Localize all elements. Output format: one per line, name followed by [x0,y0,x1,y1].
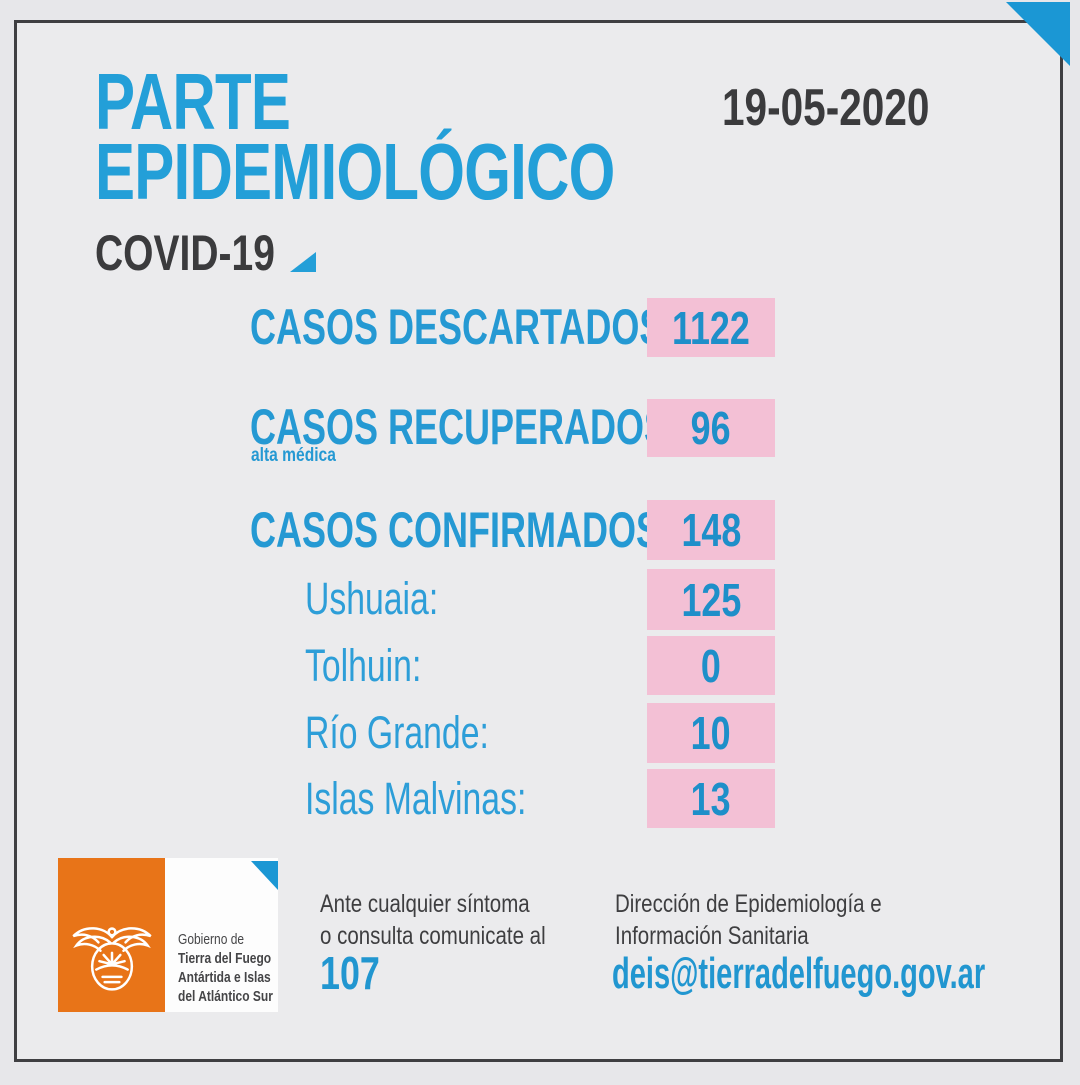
location-value-box-tolhuin: 0 [647,636,775,695]
location-label-rio-grande: Río Grande: [305,707,489,758]
helpline-line2: o consulta comunicate al [320,922,546,950]
stat-value-descartados: 1122 [672,301,750,354]
location-value-tolhuin: 0 [701,639,721,692]
helpline-phone: 107 [320,947,380,999]
stat-label-recuperados: CASOS RECUPERADOS: [250,399,681,455]
department-line1: Dirección de Epidemiología e [615,890,882,918]
logo-line2: Tierra del Fuego [178,950,272,967]
stat-value-box-confirmados: 148 [647,500,775,560]
location-value-ushuaia: 125 [681,573,741,626]
stat-note-alta-medica: alta médica [251,445,336,466]
location-value-box-rio-grande: 10 [647,703,775,763]
location-value-islas-malvinas: 13 [691,772,731,825]
location-label-tolhuin: Tolhuin: [305,640,422,691]
stat-value-box-descartados: 1122 [647,298,775,357]
helpline-line1: Ante cualquier síntoma [320,890,530,918]
covid-subtitle: COVID-19 [95,225,275,281]
government-logo-text: Gobierno de Tierra del Fuego Antártida e… [178,930,297,1006]
stat-label-confirmados: CASOS CONFIRMADOS: [250,502,672,558]
stat-label-descartados: CASOS DESCARTADOS: [250,299,676,355]
helpline-text: Ante cualquier síntoma o consulta comuni… [320,888,595,952]
government-logo [58,858,165,1012]
stat-value-recuperados: 96 [691,402,731,454]
department-email: deis@tierradelfuego.gov.ar [612,949,986,998]
department-text: Dirección de Epidemiología e Información… [615,888,940,952]
stat-value-confirmados: 148 [681,504,741,556]
location-value-rio-grande: 10 [691,707,731,759]
location-value-box-islas-malvinas: 13 [647,769,775,828]
location-label-islas-malvinas: Islas Malvinas: [305,773,527,824]
location-value-box-ushuaia: 125 [647,569,775,630]
stat-value-box-recuperados: 96 [647,399,775,457]
department-line2: Información Sanitaria [615,922,809,950]
report-date: 19-05-2020 [722,79,930,137]
location-label-ushuaia: Ushuaia: [305,573,439,624]
report-title-line2: EPIDEMIOLÓGICO [95,127,615,216]
logo-line1: Gobierno de [178,931,245,948]
coat-of-arms-icon [72,927,152,991]
report-title-line1: PARTE [95,57,291,146]
logo-line3: Antártida e Islas [178,969,271,986]
government-logo-panel [165,858,278,1012]
logo-line4: del Atlántico Sur [178,988,273,1005]
